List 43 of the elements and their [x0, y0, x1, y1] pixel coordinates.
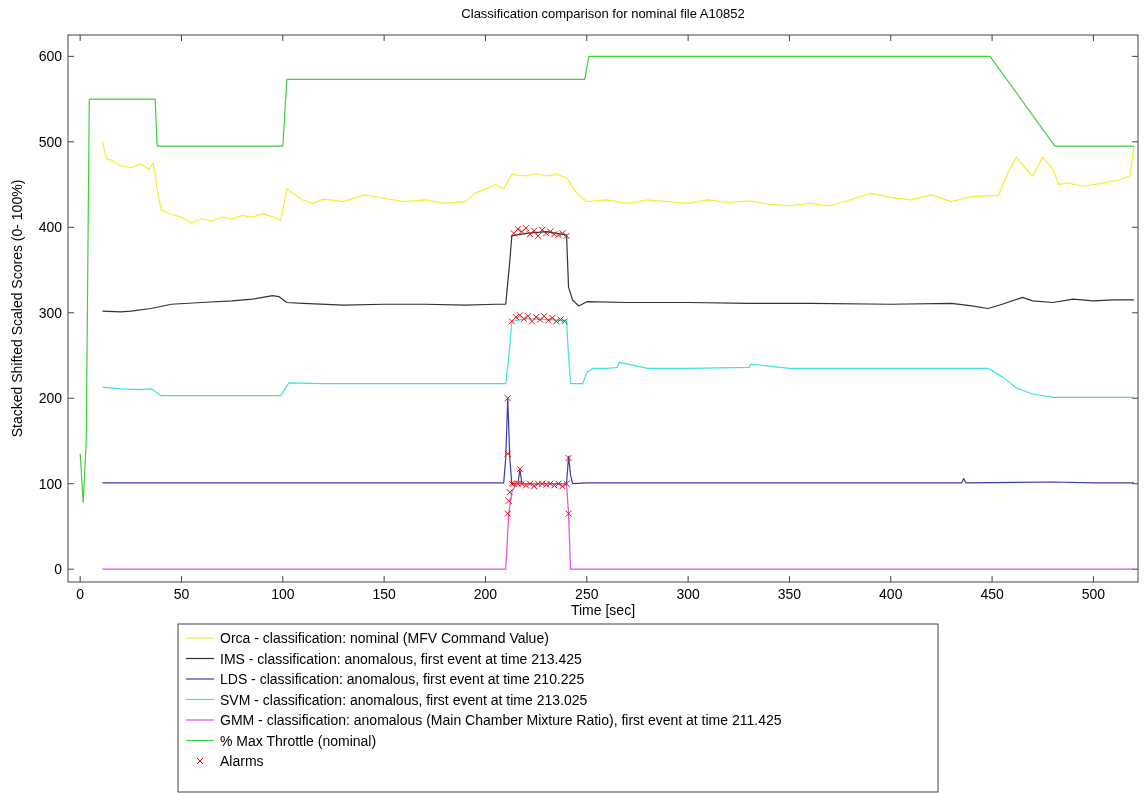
chart-title: Classification comparison for nominal file A10852 [461, 6, 745, 21]
x-tick-label: 100 [271, 586, 295, 602]
y-tick-label: 500 [38, 133, 63, 150]
point [504, 394, 512, 402]
x-tick-label: 200 [473, 586, 498, 602]
y-tick-label: 100 [38, 475, 63, 492]
x-tick-label: 250 [575, 586, 599, 602]
x-tick-label: 300 [676, 586, 701, 602]
legend-label: GMM - classification: anomalous (Main Chamber Mixture Ratio), first event at time 211.425 [220, 712, 782, 728]
point [508, 317, 516, 325]
point [565, 454, 573, 462]
line-series [101, 483, 1135, 570]
y-tick-label: 0 [54, 561, 63, 578]
x-tick-label: 400 [879, 586, 903, 602]
x-tick-label: 450 [980, 586, 1004, 602]
y-tick-label: 600 [38, 48, 63, 65]
legend-label: % Max Throttle (nominal) [220, 732, 377, 749]
line-series [101, 141, 1135, 224]
legend-label: LDS - classification: anomalous, first event at time 210.225 [220, 671, 585, 687]
x-tick-label: 500 [1081, 586, 1106, 602]
legend-label: Orca - classification: nominal (MFV Command Value) [220, 630, 549, 646]
line-series [101, 397, 1135, 485]
point [506, 488, 514, 496]
x-tick-label: 350 [777, 586, 802, 602]
line-series [79, 55, 1135, 504]
x-tick-label: 50 [173, 586, 190, 602]
legend-label: Alarms [220, 753, 264, 769]
y-tick-label: 400 [38, 219, 63, 236]
point [504, 450, 512, 458]
x-tick-label: 150 [372, 586, 397, 602]
y-tick-label: 300 [38, 304, 63, 321]
line-series [101, 318, 1135, 398]
x-axis-title: Time [sec] [570, 602, 636, 618]
legend-label: SVM - classification: anomalous, first event at time 213.025 [220, 691, 588, 708]
point [565, 510, 573, 518]
point [504, 510, 512, 518]
legend-label: IMS - classification: anomalous, first event at time 213.425 [220, 650, 583, 667]
y-tick-label: 200 [38, 390, 63, 407]
y-axis-title: Stacked Shifted Scaled Scores (0- 100%) [9, 179, 25, 438]
line-series [101, 230, 1135, 313]
point [516, 465, 524, 473]
point [505, 497, 513, 505]
x-tick-label: 0 [76, 586, 85, 602]
